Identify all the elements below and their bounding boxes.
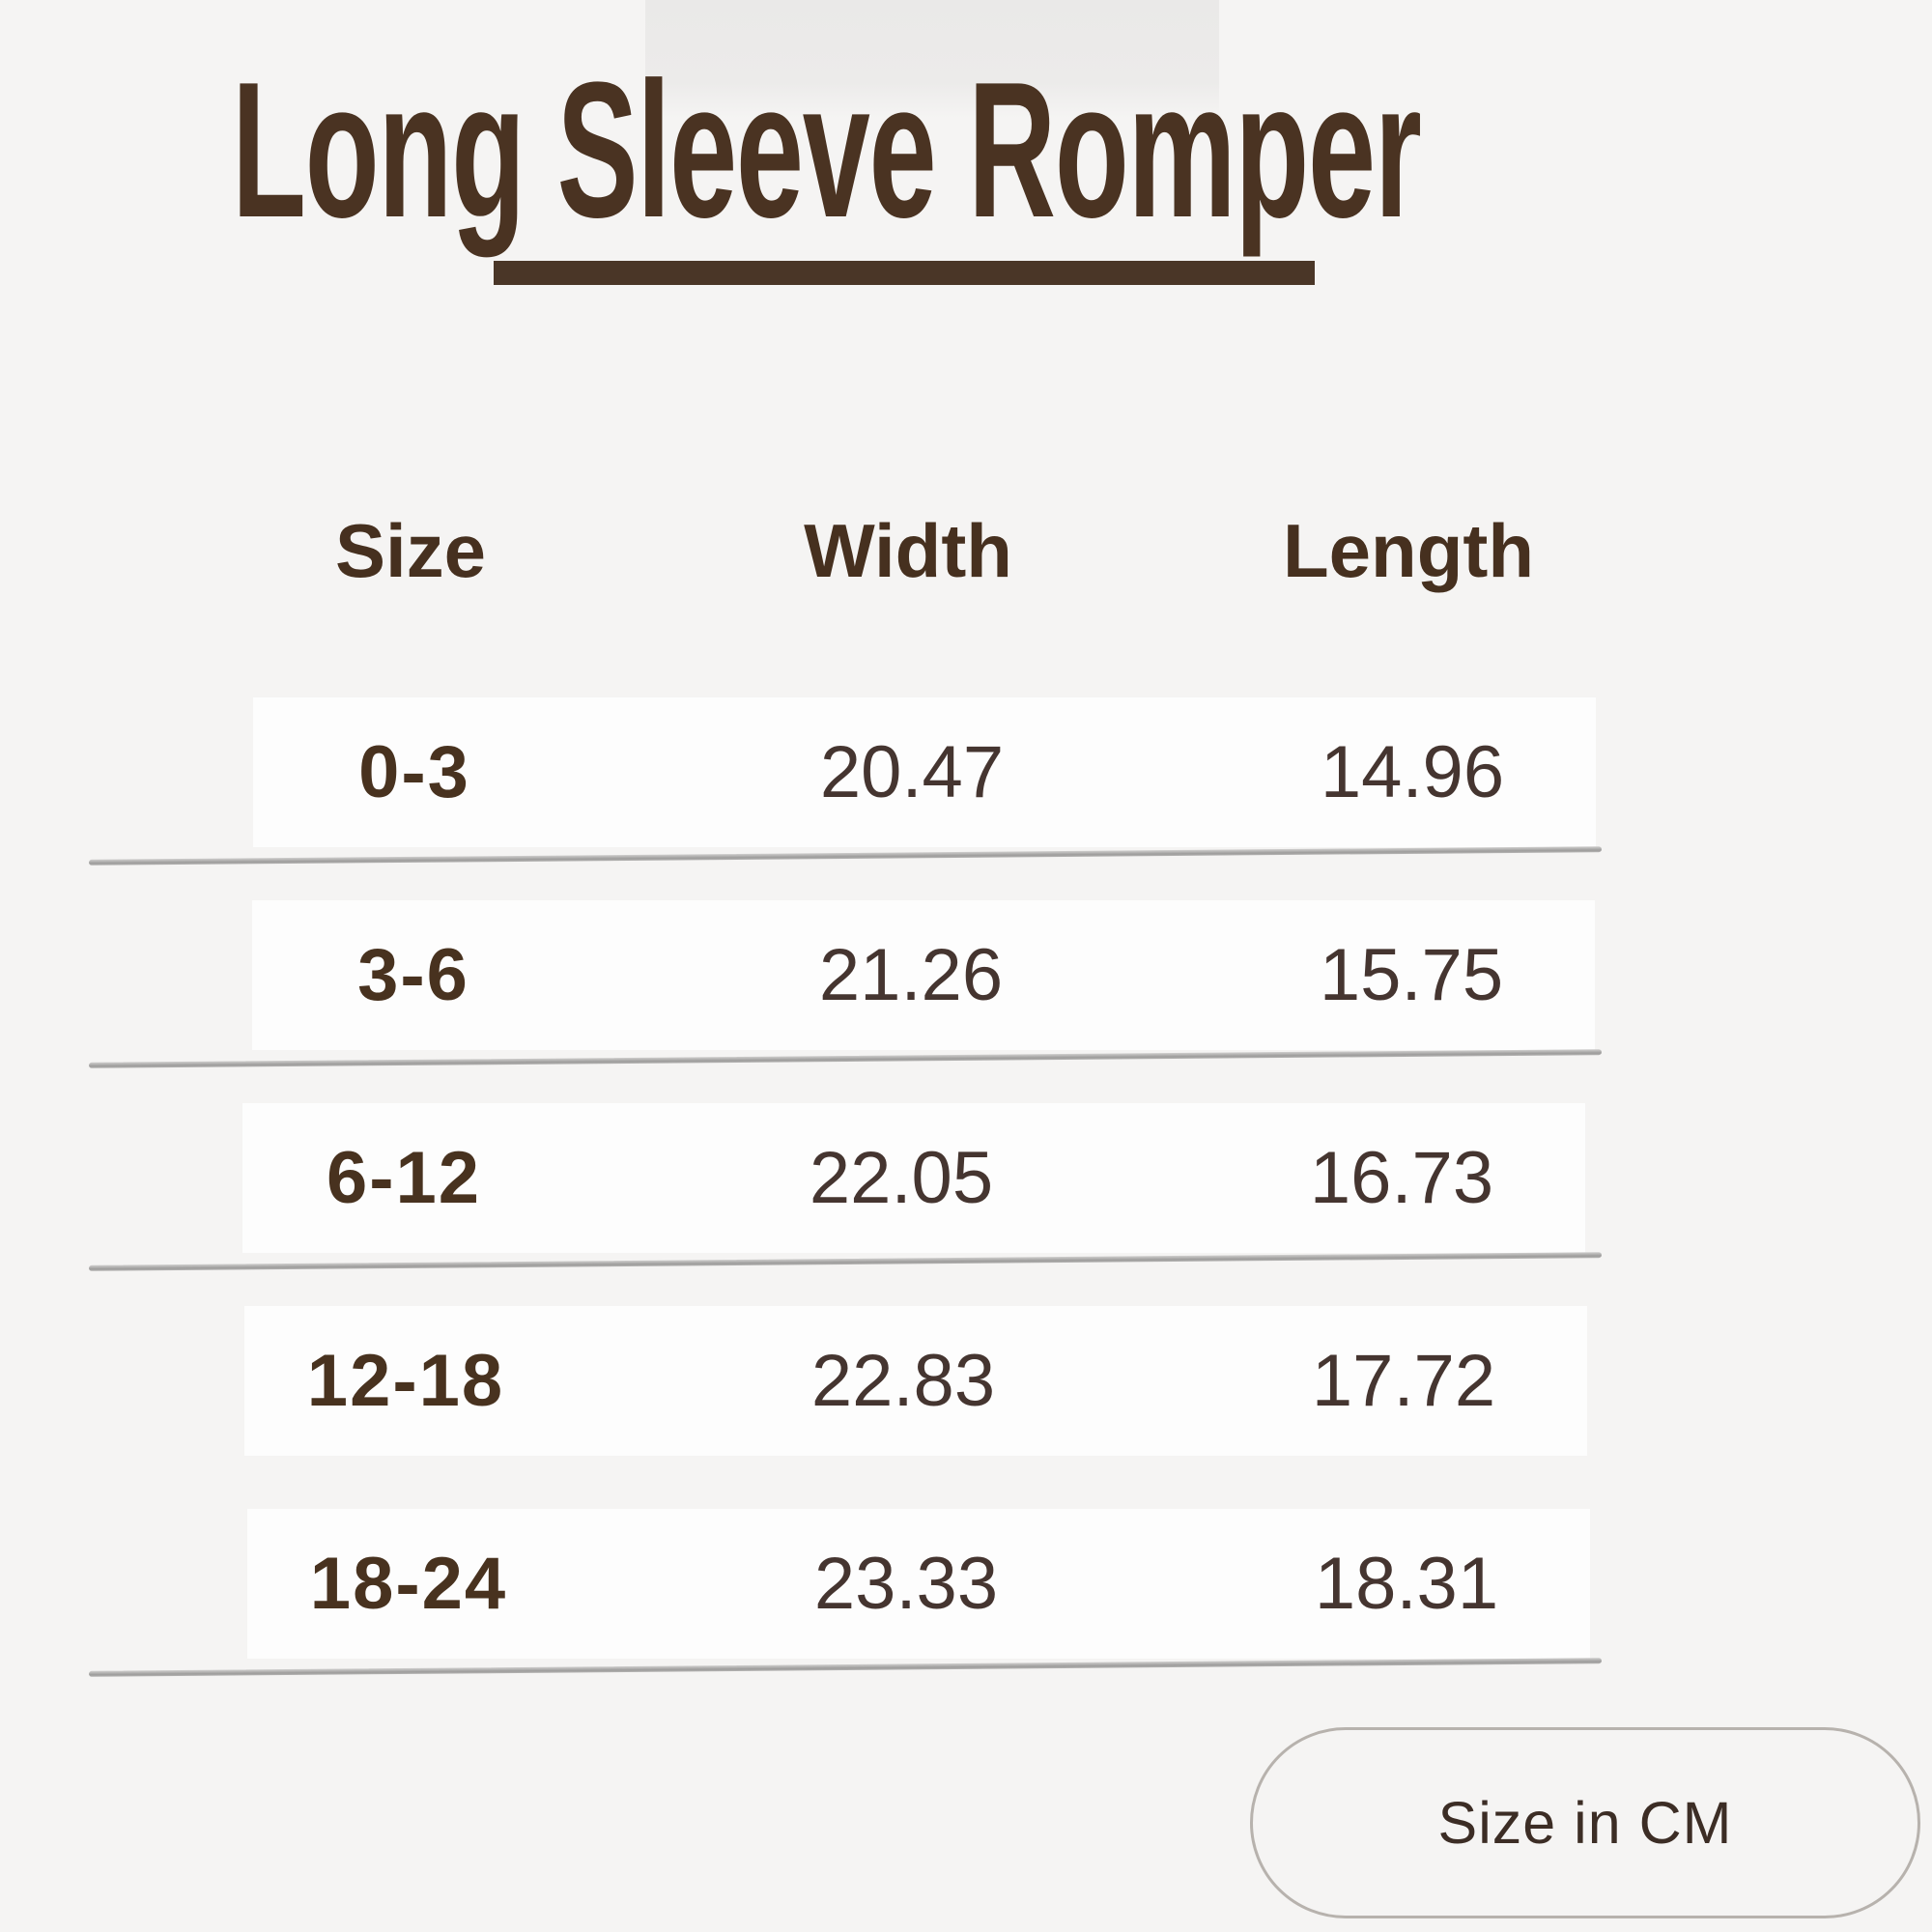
column-header-width: Width <box>804 508 1012 593</box>
length-cell: 18.31 <box>1314 1543 1499 1625</box>
table-header-row: Size Width Length <box>249 481 1592 621</box>
table-row: 0-3 20.47 14.96 <box>253 697 1596 847</box>
title-underline <box>494 261 1315 285</box>
width-cell: 22.83 <box>810 1340 996 1422</box>
table-row: 18-24 23.33 18.31 <box>247 1509 1590 1659</box>
size-cell: 18-24 <box>309 1543 508 1625</box>
length-cell: 15.75 <box>1319 934 1504 1016</box>
table-row: 12-18 22.83 17.72 <box>244 1306 1587 1456</box>
table-rows: 0-3 20.47 14.96 3-6 21.26 15.75 6-12 22.… <box>242 697 1596 1673</box>
size-cell: 0-3 <box>358 731 470 813</box>
table-row: 3-6 21.26 15.75 <box>252 900 1595 1050</box>
unit-badge-label: Size in CM <box>1437 1790 1733 1856</box>
length-cell: 16.73 <box>1309 1137 1494 1219</box>
column-header-length: Length <box>1283 508 1534 593</box>
length-cell: 17.72 <box>1311 1340 1496 1422</box>
width-cell: 22.05 <box>809 1137 994 1219</box>
unit-badge: Size in CM <box>1250 1727 1920 1918</box>
length-cell: 14.96 <box>1320 731 1505 813</box>
size-cell: 3-6 <box>357 934 469 1016</box>
size-cell: 6-12 <box>326 1137 482 1219</box>
width-cell: 21.26 <box>818 934 1004 1016</box>
size-cell: 12-18 <box>306 1340 505 1422</box>
page-title: Long Sleeve Romper <box>232 43 1422 258</box>
table-row: 6-12 22.05 16.73 <box>242 1103 1585 1253</box>
column-header-size: Size <box>334 508 487 593</box>
width-cell: 20.47 <box>819 731 1005 813</box>
background-band <box>645 0 1219 118</box>
width-cell: 23.33 <box>813 1543 999 1625</box>
